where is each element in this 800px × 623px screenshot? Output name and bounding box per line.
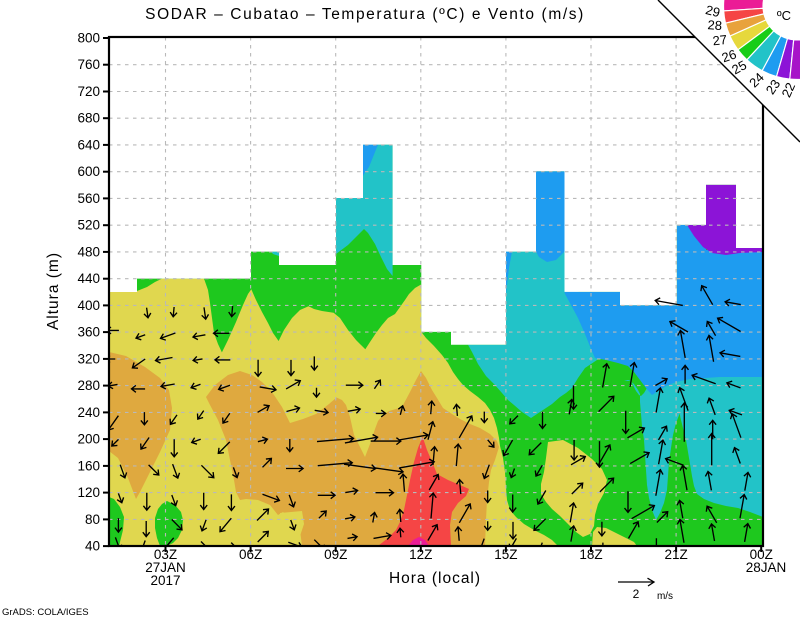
svg-text:2: 2	[633, 587, 640, 601]
svg-text:280: 280	[77, 378, 100, 393]
svg-text:GrADS: COLA/IGES: GrADS: COLA/IGES	[2, 607, 89, 618]
svg-text:15Z: 15Z	[494, 547, 517, 562]
svg-text:40: 40	[85, 539, 100, 554]
svg-text:320: 320	[77, 351, 100, 366]
svg-text:760: 760	[77, 57, 100, 72]
svg-text:520: 520	[77, 218, 100, 233]
svg-text:440: 440	[77, 271, 100, 286]
svg-text:27JAN: 27JAN	[145, 560, 186, 575]
svg-text:03Z: 03Z	[154, 547, 177, 562]
svg-text:ºC: ºC	[777, 8, 791, 23]
svg-text:Hora (local): Hora (local)	[389, 570, 481, 587]
svg-text:480: 480	[77, 244, 100, 259]
svg-text:240: 240	[77, 405, 100, 420]
svg-text:200: 200	[77, 432, 100, 447]
svg-text:00Z: 00Z	[750, 547, 773, 562]
svg-text:26: 26	[720, 46, 739, 65]
svg-text:720: 720	[77, 84, 100, 99]
svg-text:600: 600	[77, 164, 100, 179]
svg-text:12Z: 12Z	[409, 547, 432, 562]
svg-text:09Z: 09Z	[324, 547, 347, 562]
svg-text:160: 160	[77, 458, 100, 473]
svg-text:06Z: 06Z	[239, 547, 262, 562]
svg-text:18Z: 18Z	[579, 547, 602, 562]
svg-text:m/s: m/s	[657, 591, 673, 602]
svg-text:680: 680	[77, 111, 100, 126]
svg-text:120: 120	[77, 485, 100, 500]
svg-text:800: 800	[77, 31, 100, 46]
svg-text:80: 80	[85, 512, 100, 527]
svg-text:560: 560	[77, 191, 100, 206]
svg-text:27: 27	[712, 32, 728, 48]
svg-text:SODAR – Cubatao – Temperat: SODAR – Cubatao – Temperatura (ºC) e Ven…	[145, 6, 585, 23]
svg-text:25: 25	[729, 57, 749, 77]
svg-text:28: 28	[707, 17, 722, 33]
svg-text:28JAN: 28JAN	[746, 560, 787, 575]
svg-text:360: 360	[77, 325, 100, 340]
svg-text:2017: 2017	[150, 573, 180, 588]
svg-text:21Z: 21Z	[664, 547, 687, 562]
svg-text:29: 29	[704, 2, 722, 20]
svg-text:Altura (m): Altura (m)	[45, 252, 62, 330]
svg-text:640: 640	[77, 137, 100, 152]
svg-text:23: 23	[763, 77, 784, 97]
svg-text:22: 22	[779, 80, 799, 99]
svg-text:400: 400	[77, 298, 100, 313]
